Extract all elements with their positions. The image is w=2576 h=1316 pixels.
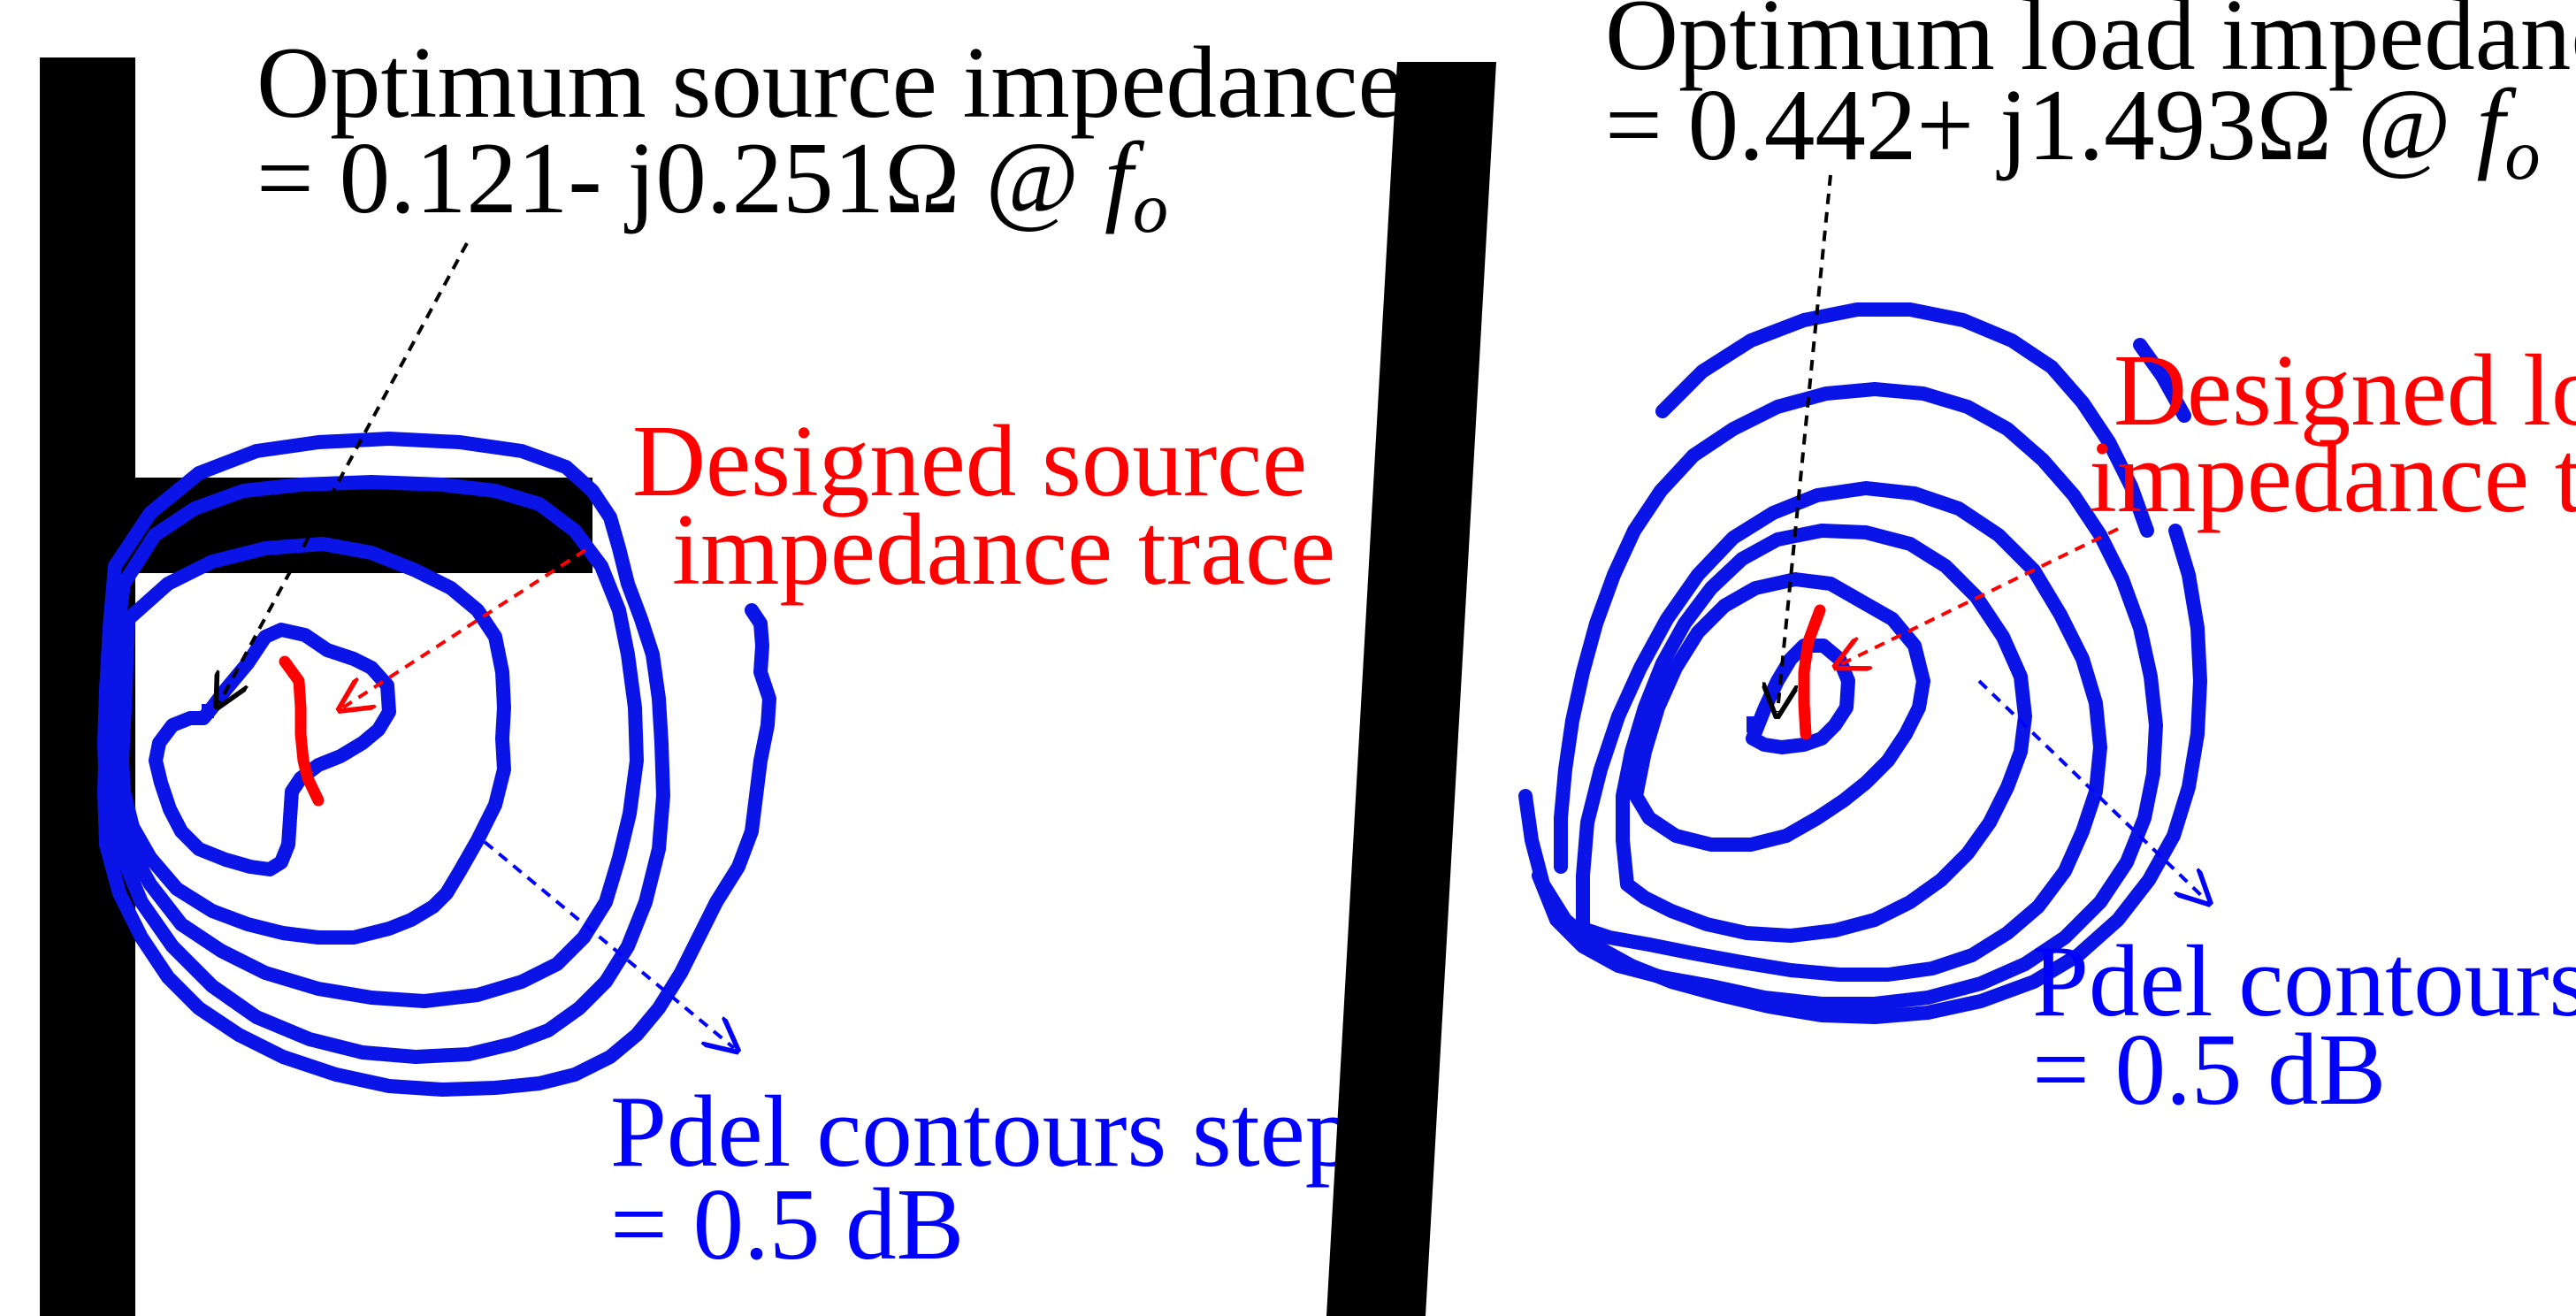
right-contour-6: [1655, 302, 2154, 538]
right-pdel-contours: [1518, 302, 2207, 1024]
right-contour-5: [1532, 382, 2163, 1011]
right-optimum-label-line1: Optimum load impedance: [1605, 0, 2576, 91]
left-contour-label-line2: = 0.5 dB: [610, 1168, 964, 1281]
right-designed-label-line2: impedance trace: [2089, 421, 2576, 533]
right-designed-label-line1: Designed load: [2114, 334, 2576, 447]
left-designed-arrow: [343, 548, 587, 708]
left-optimum-label-line2: = 0.121- j0.251Ω @ fo: [256, 122, 1168, 248]
right-contour-arrow: [1977, 679, 2206, 900]
left-optimum-label-line1: Optimum source impedance: [256, 27, 1403, 139]
right-optimum-marker: [1747, 716, 1761, 732]
right-contour-8: [2133, 338, 2191, 423]
left-panel: Optimum source impedance = 0.121- j0.251…: [40, 27, 1403, 1316]
right-contour-label-line1: Pdel contours step: [2032, 925, 2576, 1037]
right-contour-1: [1746, 639, 1855, 754]
right-panel: Optimum load impedance = 0.442+ j1.493Ω …: [1326, 0, 2576, 1316]
right-optimum-arrow: [1777, 174, 1832, 712]
left-optimum-arrow: [219, 242, 469, 703]
left-contour-arrow: [483, 840, 734, 1048]
right-optimum-label-line2: = 0.442+ j1.493Ω @ fo: [1605, 69, 2540, 195]
right-contour-4: [1576, 481, 2107, 982]
left-contour-5: [97, 603, 776, 1097]
right-contour-label-line2: = 0.5 dB: [2032, 1014, 2386, 1126]
left-pdel-contours: [97, 432, 776, 1097]
left-contour-4: [97, 432, 670, 1064]
left-optimum-marker: [202, 704, 214, 718]
left-contour-3: [103, 475, 644, 1008]
right-contour-3: [1616, 524, 2032, 943]
left-contour-2: [115, 537, 511, 945]
right-contour-7: [1518, 524, 2207, 1024]
right-contour-2: [1629, 572, 1930, 852]
left-designed-label-line2: impedance trace: [672, 494, 1335, 606]
left-designed-trace: [279, 655, 325, 807]
right-designed-trace: [1798, 604, 1826, 740]
right-designed-arrow: [1839, 527, 2119, 665]
left-contour-label-line1: Pdel contours step: [610, 1075, 1356, 1188]
right-slanted-bar: [1326, 62, 1496, 1316]
left-contour-1: [149, 623, 396, 876]
left-designed-label-line1: Designed source: [632, 405, 1307, 517]
